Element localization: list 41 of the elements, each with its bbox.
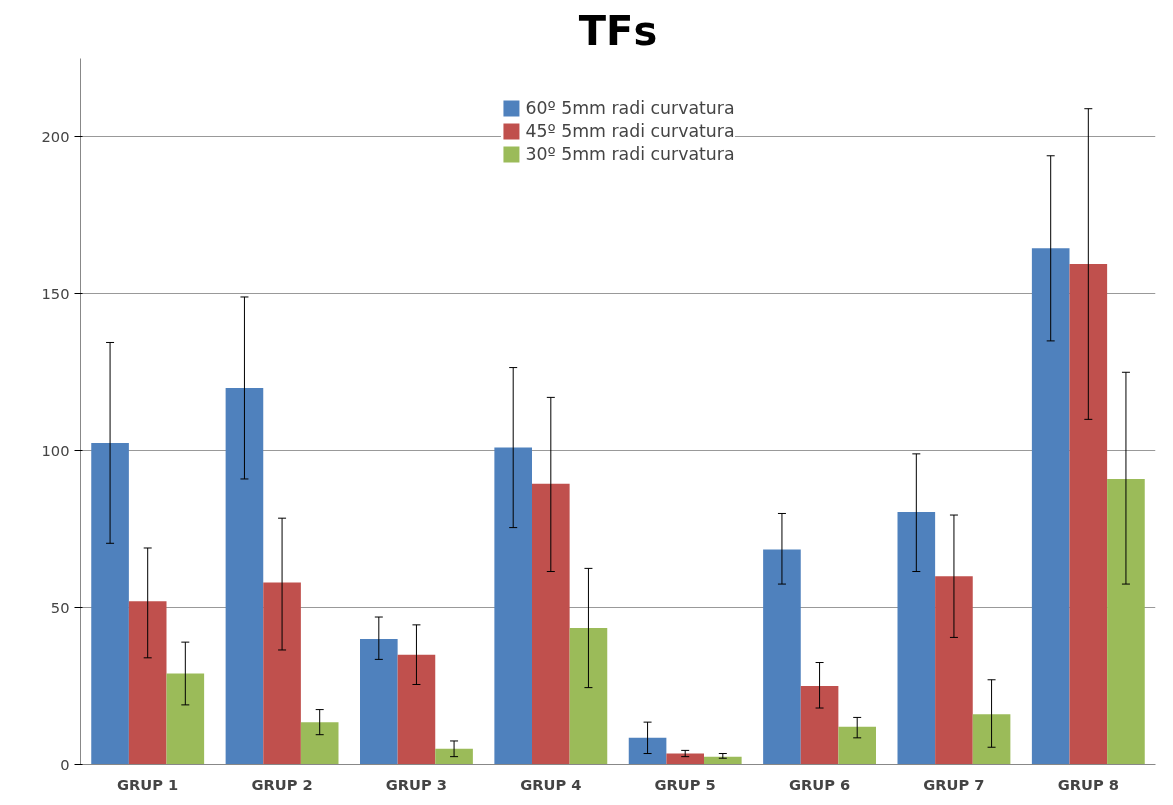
bar xyxy=(397,654,436,765)
bar xyxy=(91,442,129,765)
bar xyxy=(666,753,704,765)
bar xyxy=(128,601,167,765)
legend-label: 30º 5mm radi curvatura xyxy=(525,144,735,164)
x-tick-label: GRUP 2 xyxy=(251,775,313,793)
legend-label: 45º 5mm radi curvatura xyxy=(525,121,735,141)
bar xyxy=(935,576,973,765)
bar xyxy=(972,714,1011,765)
x-tick-label: GRUP 7 xyxy=(923,775,985,793)
bar xyxy=(628,737,667,765)
bar xyxy=(1107,478,1145,765)
bar xyxy=(1031,248,1070,765)
y-tick-label: 100 xyxy=(41,441,70,459)
x-tick-label: GRUP 6 xyxy=(788,775,851,793)
x-tick-label: GRUP 5 xyxy=(654,775,716,793)
y-tick-label: 200 xyxy=(41,127,70,145)
chart-title: TFs xyxy=(578,7,658,54)
bar xyxy=(838,726,876,765)
bar xyxy=(897,511,936,765)
y-tick-label: 150 xyxy=(41,284,70,302)
bar xyxy=(569,628,608,765)
bar xyxy=(532,483,570,765)
bar xyxy=(800,686,839,765)
bar xyxy=(435,748,473,765)
y-tick-label: 0 xyxy=(60,755,70,773)
bar xyxy=(225,387,264,765)
bar xyxy=(300,722,339,765)
bar xyxy=(704,756,742,765)
bar xyxy=(1069,264,1108,765)
bar xyxy=(494,447,532,765)
bar xyxy=(763,549,801,765)
bar xyxy=(166,673,205,765)
x-tick-label: GRUP 1 xyxy=(117,775,179,793)
bar xyxy=(360,638,398,765)
x-tick-label: GRUP 4 xyxy=(520,775,582,793)
x-tick-label: GRUP 3 xyxy=(385,775,448,793)
bar xyxy=(263,582,301,765)
x-tick-label: GRUP 8 xyxy=(1057,775,1119,793)
legend-label: 60º 5mm radi curvatura xyxy=(525,98,735,118)
y-tick-label: 50 xyxy=(50,598,70,616)
